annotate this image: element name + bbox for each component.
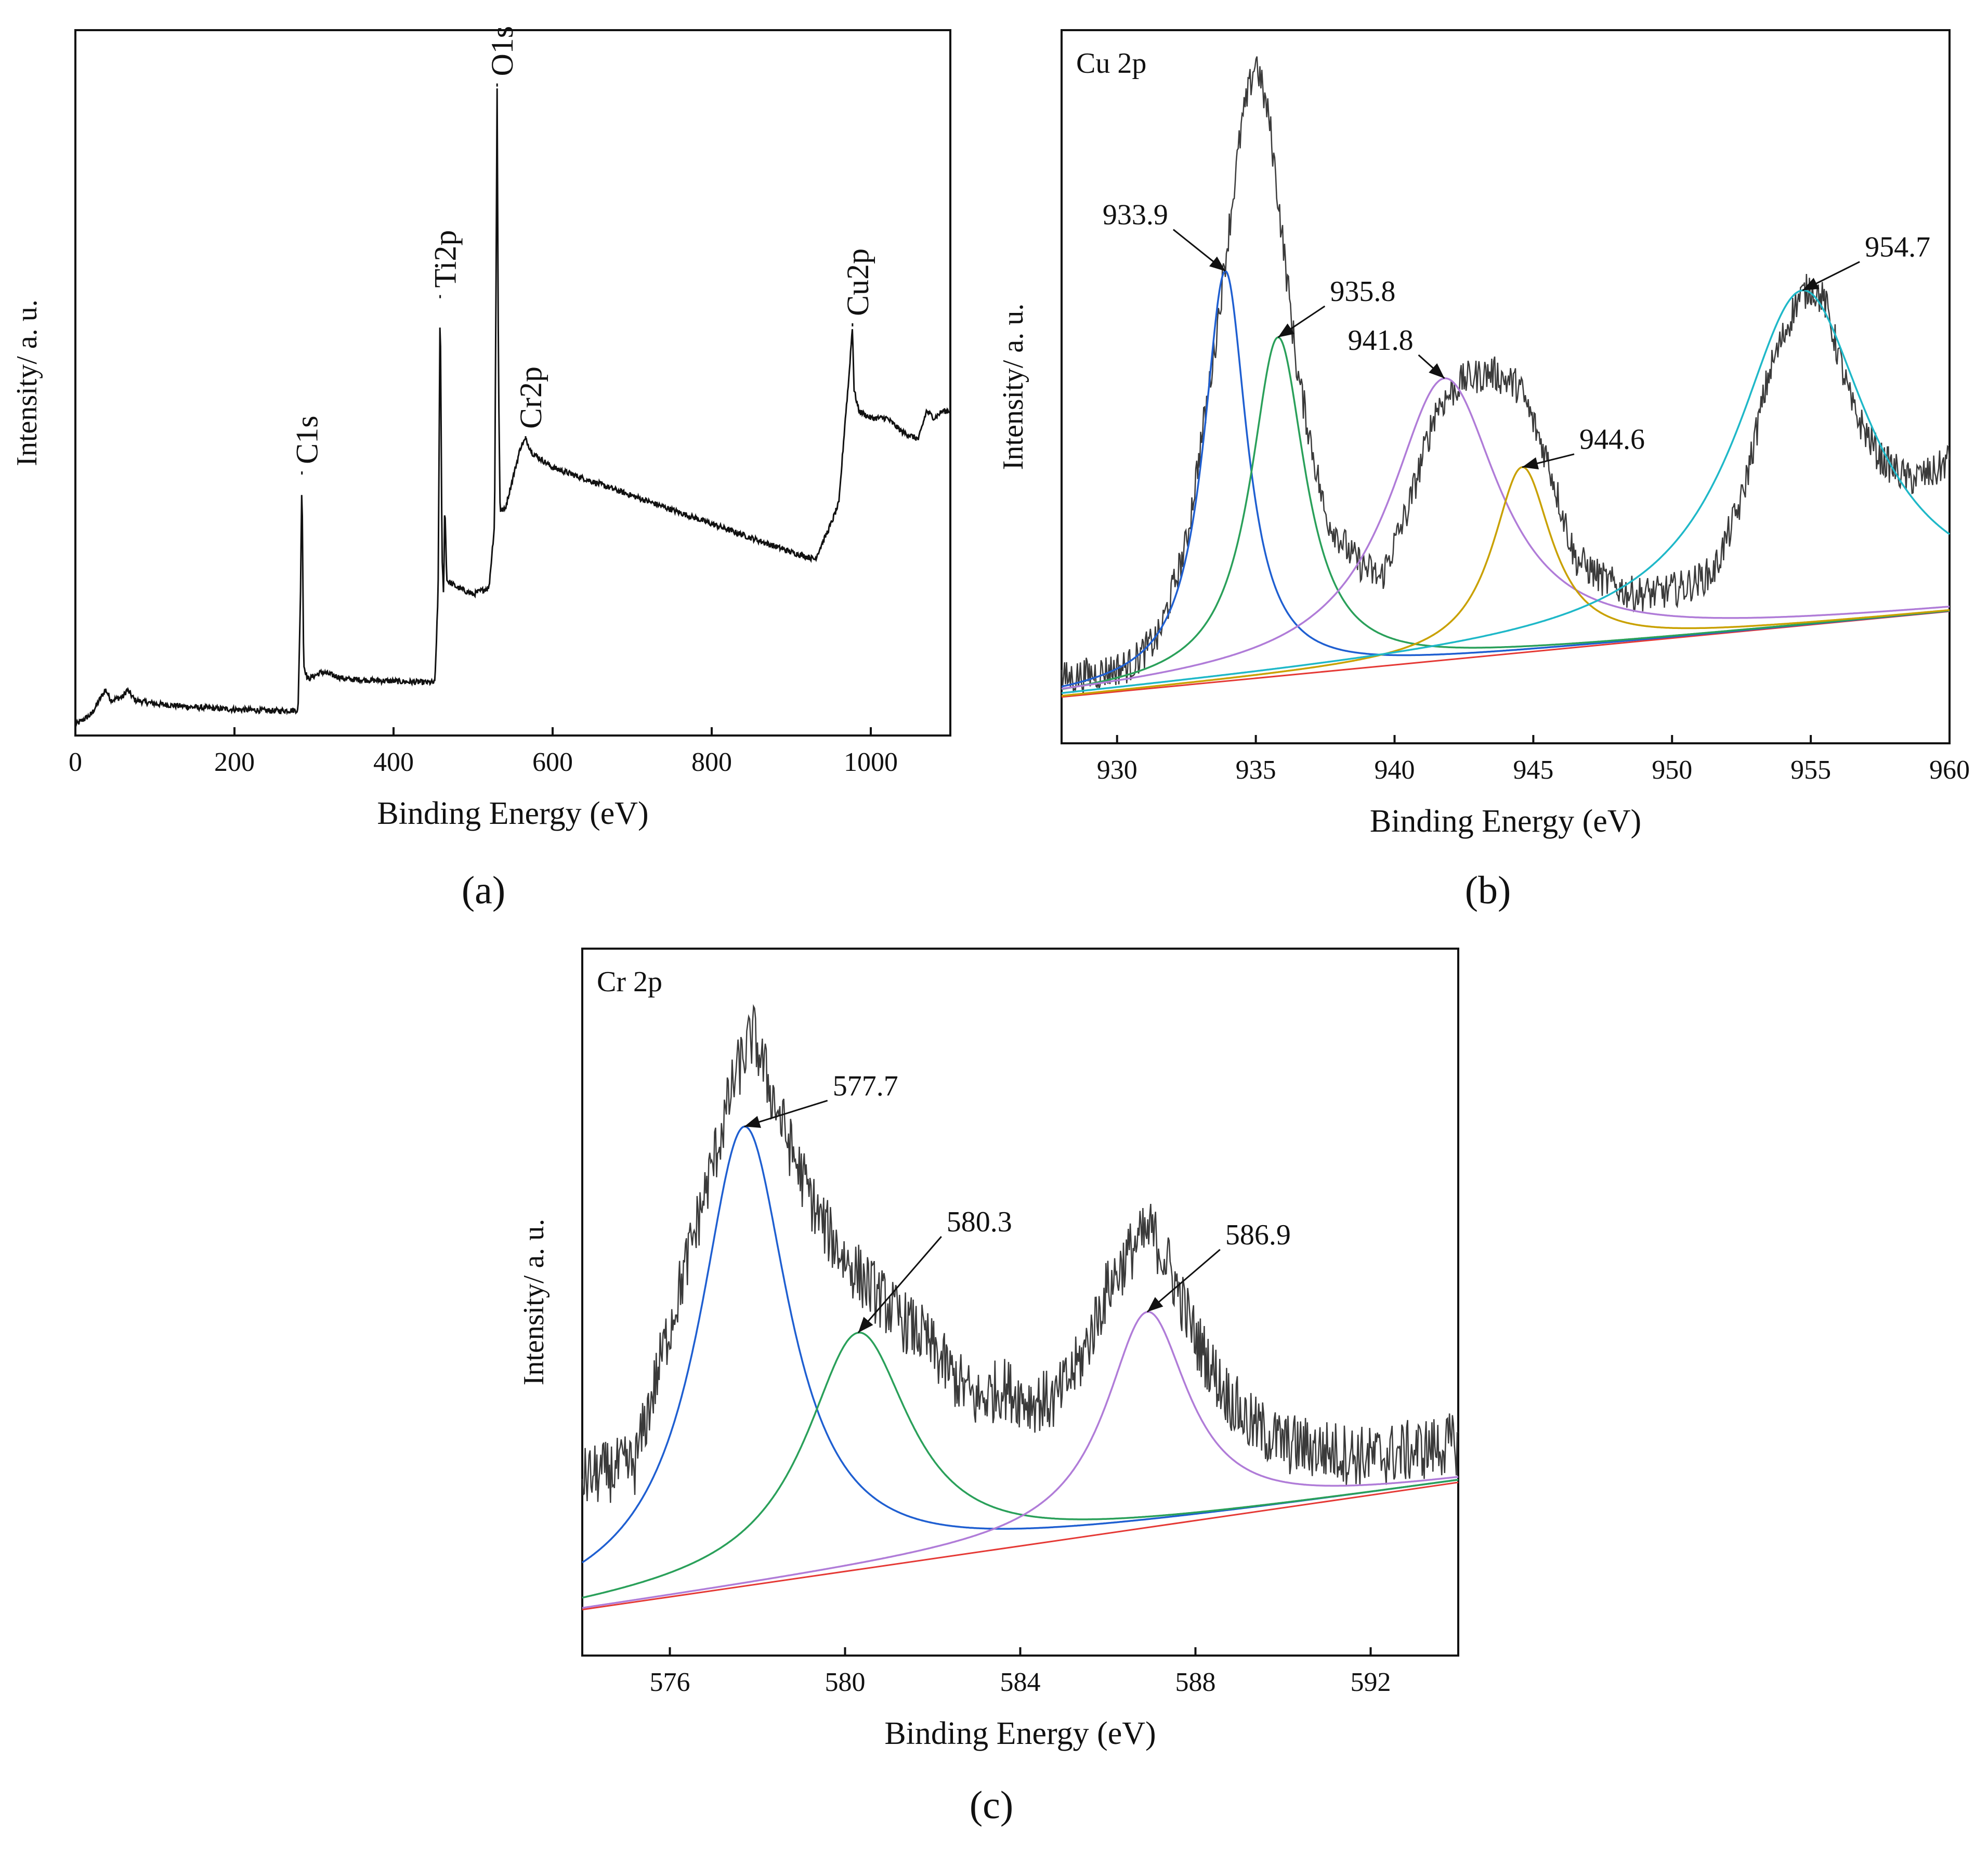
x-tick-label-a-200: 200: [214, 747, 255, 777]
plot-frame-b: [1061, 29, 1951, 744]
peak-label-954.7: 954.7: [1865, 231, 1930, 264]
peak-arrow-head-577.7: [744, 1115, 761, 1128]
panel-c-cr2p-spectrum: 576 580 584 588 592 Binding Energy (eV) Intens…: [518, 948, 1459, 1827]
peak-label-Ti2p: Ti2p: [428, 230, 463, 287]
panel-letter-a: (a): [462, 869, 505, 912]
peak-label-Cr2p: Cr2p: [514, 366, 548, 429]
peak-arrow-head-941.8: [1429, 363, 1445, 378]
x-tick-label-b-945: 945: [1513, 755, 1553, 785]
y-axis-label-b: Intensity/ a. u.: [997, 304, 1029, 470]
x-tick-label-c-584: 584: [1000, 1668, 1041, 1697]
peak-arrow-head-935.8: [1278, 323, 1294, 337]
x-tick-label-a-1000: 1000: [844, 747, 898, 777]
x-tick-label-a-400: 400: [373, 747, 414, 777]
peak-label-580.3: 580.3: [947, 1206, 1012, 1238]
x-tick-label-b-940: 940: [1375, 755, 1415, 785]
panel-a-survey-spectrum: 0 200 400 600 800 1000 Binding Energy (eV) Inte…: [11, 26, 951, 912]
peak-label-935.8: 935.8: [1330, 275, 1395, 308]
peak-arrow-line-586.9: [1146, 1249, 1221, 1313]
x-tick-label-c-580: 580: [825, 1668, 866, 1697]
x-axis-label-b: Binding Energy (eV): [1370, 804, 1641, 839]
x-tick-label-c-576: 576: [650, 1668, 690, 1697]
peak-label-C1s: C1s: [290, 416, 324, 464]
y-axis-label-c: Intensity/ a. u.: [518, 1219, 550, 1385]
peak-arrow-head-586.9: [1147, 1297, 1163, 1312]
x-tick-label-b-935: 935: [1236, 755, 1276, 785]
peak-arrow-head-933.9: [1209, 256, 1225, 271]
x-tick-label-b-955: 955: [1790, 755, 1831, 785]
y-axis-label-a: Intensity/ a. u.: [11, 299, 43, 466]
panel-letter-b: (b): [1465, 869, 1511, 912]
raw-data-line-c: [581, 1004, 1459, 1503]
peak-label-944.6: 944.6: [1579, 424, 1645, 456]
x-tick-label-b-960: 960: [1929, 755, 1970, 785]
x-axis-label-a: Binding Energy (eV): [377, 796, 648, 831]
peak-label-941.8: 941.8: [1348, 324, 1414, 357]
panel-letter-c: (c): [970, 1783, 1013, 1827]
peak-arrow-head-944.6: [1522, 457, 1539, 470]
x-tick-label-a-600: 600: [532, 747, 573, 777]
peak-label-586.9: 586.9: [1225, 1219, 1291, 1251]
x-tick-label-b-950: 950: [1652, 755, 1692, 785]
fit-component-c-580.3: [582, 1331, 1459, 1599]
x-axis-label-c: Binding Energy (eV): [884, 1716, 1156, 1751]
fit-component-b-944.6: [1061, 466, 1950, 697]
x-tick-label-a-0: 0: [69, 747, 82, 777]
peak-label-O1s: O1s: [485, 26, 519, 76]
peak-label-933.9: 933.9: [1103, 199, 1168, 231]
x-tick-label-c-588: 588: [1175, 1668, 1216, 1697]
fit-component-b-954.7: [1061, 289, 1951, 694]
x-tick-label-a-800: 800: [691, 747, 732, 777]
peak-arrow-head-954.7: [1802, 278, 1820, 291]
x-tick-label-b-930: 930: [1097, 755, 1137, 785]
fit-component-b-935.8: [1061, 336, 1950, 690]
x-tick-label-c-592: 592: [1351, 1668, 1391, 1697]
peak-label-Cu2p: Cu2p: [841, 248, 875, 316]
peak-arrow-head-580.3: [858, 1317, 873, 1333]
panel-title-b: Cu 2p: [1076, 47, 1146, 80]
panel-title-c: Cr 2p: [597, 966, 662, 998]
fit-component-c-586.9: [582, 1311, 1459, 1609]
plot-frame-a: [74, 29, 951, 737]
series-survey-line: [74, 88, 951, 729]
baseline-line-c: [582, 1481, 1459, 1611]
peak-arrow-line-580.3: [857, 1236, 942, 1333]
peak-label-577.7: 577.7: [833, 1070, 898, 1102]
panel-b-cu2p-spectrum: 930 935 940 945 950 955 960 Binding Energy (eV)…: [997, 29, 1970, 912]
